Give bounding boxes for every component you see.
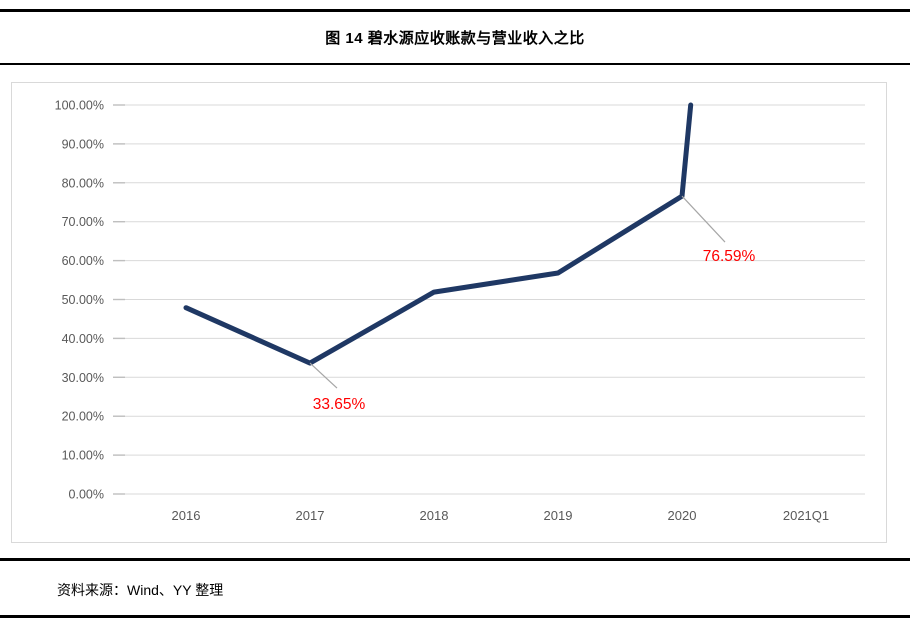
x-axis-tick-label: 2016 [172, 508, 201, 523]
data-label: 76.59% [703, 248, 756, 265]
source-divider-rule [0, 558, 910, 561]
y-axis-tick-label: 80.00% [62, 176, 104, 190]
x-axis-tick-label: 2017 [296, 508, 325, 523]
top-rule [0, 9, 910, 12]
y-axis-tick-label: 40.00% [62, 332, 104, 346]
x-axis-tick-label: 2019 [544, 508, 573, 523]
leader-line [681, 195, 726, 243]
chart-frame: 0.00% 10.00% 20.00% 30.00% 40.00% 50.00% 60.00… [11, 82, 887, 543]
y-axis-tick-label: 30.00% [62, 371, 104, 385]
line-chart: 0.00% 10.00% 20.00% 30.00% 40.00% 50.00% 60.00… [55, 99, 865, 523]
y-axis-tick-label: 20.00% [62, 410, 104, 424]
x-axis-tick-label: 2021Q1 [783, 508, 829, 523]
source-text: 资料来源：Wind、YY 整理 [57, 582, 224, 598]
y-axis-tick-label: 10.00% [62, 449, 104, 463]
y-axis-tick-label: 70.00% [62, 215, 104, 229]
y-axis-tick-label: 60.00% [62, 254, 104, 268]
y-axis-tick-label: 50.00% [62, 293, 104, 307]
title-divider-rule [0, 63, 910, 65]
leader-line [309, 362, 338, 389]
y-axis-tick-label: 90.00% [62, 137, 104, 151]
data-label: 33.65% [313, 396, 366, 413]
y-axis-tick-label: 100.00% [55, 99, 104, 113]
series-line [183, 102, 694, 366]
chart-title: 图 14 碧水源应收账款与营业收入之比 [325, 30, 585, 47]
y-axis-tick-label: 0.00% [69, 488, 104, 502]
x-axis-tick-label: 2018 [420, 508, 449, 523]
bottom-rule [0, 615, 910, 618]
x-axis-tick-label: 2020 [668, 508, 697, 523]
